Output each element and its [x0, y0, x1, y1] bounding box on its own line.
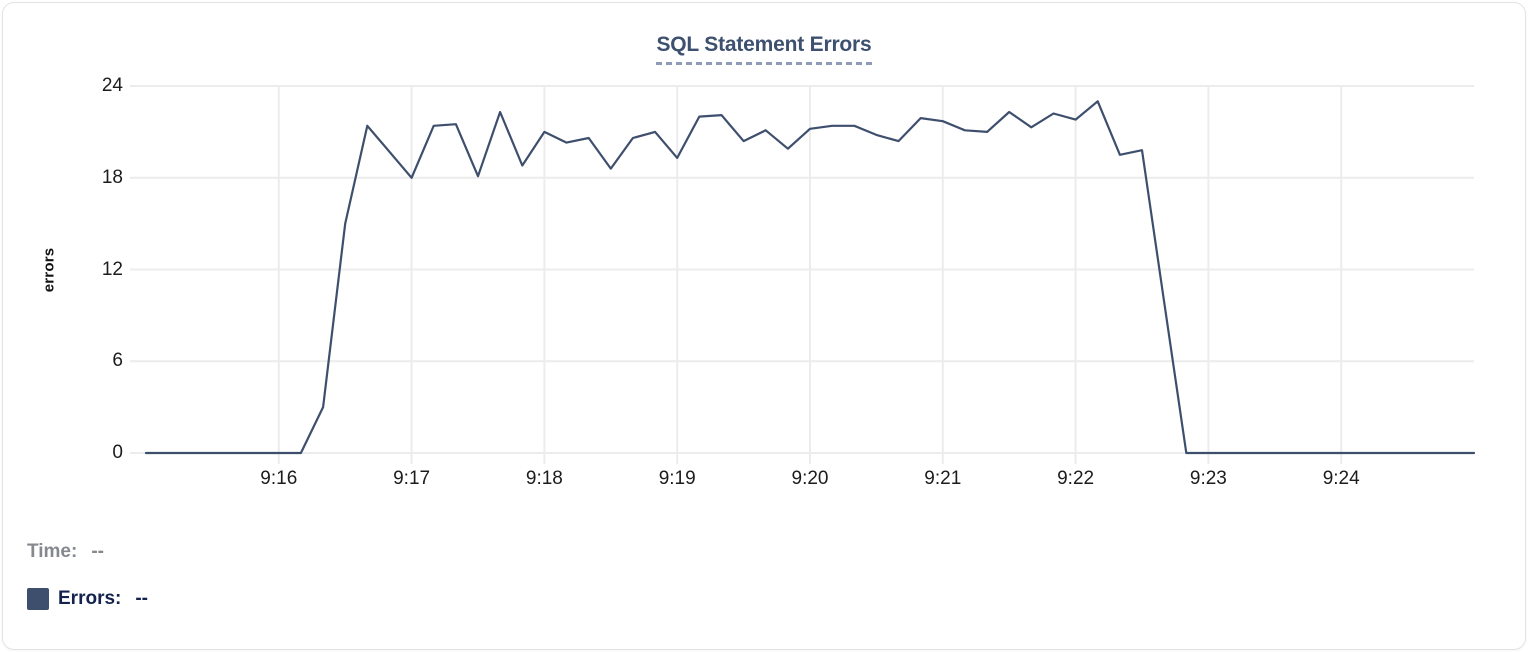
readout-time-row: Time: -- [27, 541, 104, 563]
series-line-errors [144, 100, 1476, 455]
x-tick-label: 9:17 [393, 468, 431, 489]
time-value: -- [91, 541, 104, 562]
y-tick-label: 0 [112, 442, 123, 463]
errors-value: -- [135, 588, 149, 609]
x-tick-label: 9:24 [1322, 468, 1360, 489]
readout-errors-row: Errors: -- [27, 588, 148, 610]
x-tick-label: 9:19 [658, 468, 696, 489]
y-tick-label: 12 [101, 258, 123, 280]
y-tick-label: 24 [101, 75, 123, 96]
chart-canvas[interactable] [3, 3, 1527, 651]
errors-legend-swatch [27, 588, 49, 610]
y-tick-label: 6 [112, 350, 123, 372]
x-tick-label: 9:22 [1057, 468, 1095, 489]
chart-header: SQL Statement Errors [3, 33, 1525, 65]
errors-label: Errors: [58, 588, 122, 609]
x-tick-label: 9:20 [791, 468, 829, 489]
x-tick-label: 9:23 [1189, 468, 1227, 489]
x-tick-label: 9:18 [525, 468, 563, 489]
y-tick-label: 18 [101, 166, 123, 188]
chart-title-text: SQL Statement Errors [656, 33, 872, 56]
time-label: Time: [27, 541, 78, 562]
chart-title-dashed-underline [656, 62, 872, 65]
x-tick-label: 9:16 [260, 468, 298, 489]
chart-title[interactable]: SQL Statement Errors [656, 33, 872, 65]
x-tick-label: 9:21 [924, 468, 962, 489]
